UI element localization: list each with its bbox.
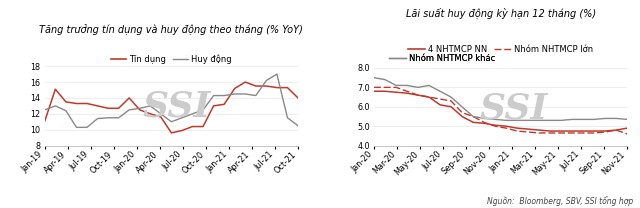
- Title: Tăng trưởng tín dụng và huy động theo tháng (% YoY): Tăng trưởng tín dụng và huy động theo th…: [40, 24, 303, 35]
- Text: SSI: SSI: [142, 89, 211, 123]
- Title: Lãi suất huy động kỳ hạn 12 tháng (%): Lãi suất huy động kỳ hạn 12 tháng (%): [406, 7, 596, 19]
- Legend: Nhóm NHTMCP khác: Nhóm NHTMCP khác: [386, 51, 499, 67]
- Text: Nguồn:  Bloomberg, SBV, SSI tổng hợp: Nguồn: Bloomberg, SBV, SSI tổng hợp: [487, 196, 634, 206]
- Text: SSI: SSI: [479, 92, 547, 126]
- Legend: Tín dụng, Huy động: Tín dụng, Huy động: [108, 51, 235, 67]
